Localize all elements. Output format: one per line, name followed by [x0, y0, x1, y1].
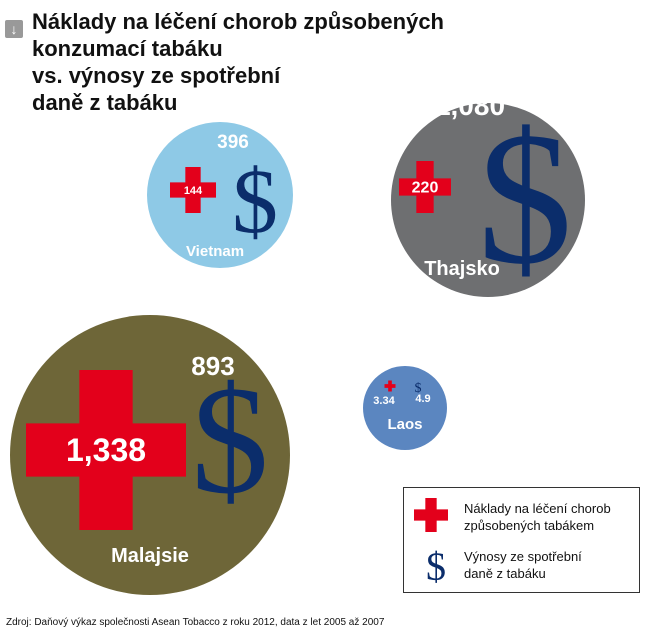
- country-name: Thajsko: [424, 258, 500, 280]
- revenue-label: 893: [191, 351, 234, 381]
- revenue-dollar: $: [191, 354, 269, 526]
- legend-dollar: $: [426, 544, 446, 589]
- revenue-label: 1,080: [435, 90, 505, 121]
- cost-label: 1,338: [66, 432, 146, 468]
- country-circle: [147, 122, 293, 268]
- legend-label: Výnosy ze spotřební daně z tabáku: [464, 549, 582, 581]
- cost-cross: [170, 167, 216, 213]
- country-name: Laos: [387, 416, 422, 433]
- cost-label: 3.34: [373, 395, 395, 407]
- legend-label: Náklady na léčení chorob způsobených tab…: [464, 501, 611, 533]
- revenue-label: 396: [217, 132, 249, 153]
- revenue-dollar: $: [232, 150, 278, 252]
- cost-label: 144: [184, 185, 203, 197]
- country-name: Vietnam: [186, 243, 244, 260]
- country-circle: [363, 366, 447, 450]
- legend: $ Náklady na léčení chorob způsobených t…: [403, 487, 640, 593]
- chart-title: Náklady na léčení chorob způsobených kon…: [32, 9, 444, 115]
- country-circle: [391, 103, 585, 297]
- legend-cross: [414, 498, 448, 532]
- revenue-label: 4.9: [415, 393, 430, 405]
- country-name: Malajsie: [111, 545, 189, 567]
- legend-icons: $: [414, 498, 448, 589]
- source-note: Zdroj: Daňový výkaz společnosti Asean To…: [6, 617, 385, 628]
- cost-cross: [399, 161, 451, 213]
- cost-label: 220: [412, 180, 439, 197]
- download-icon[interactable]: ↓: [5, 20, 23, 38]
- revenue-dollar: $: [415, 381, 422, 396]
- cost-cross: [384, 380, 396, 392]
- cost-cross: [26, 370, 186, 530]
- revenue-dollar: $: [478, 94, 573, 304]
